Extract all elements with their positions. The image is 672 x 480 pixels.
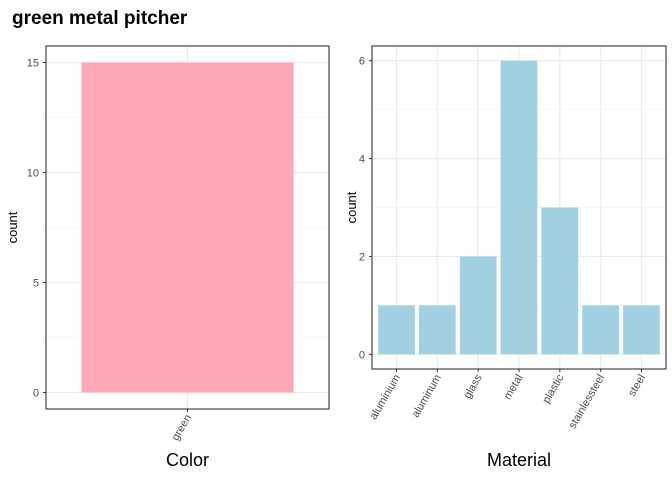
bar-green [81, 62, 294, 393]
x-tick-label: aluminium [368, 373, 403, 422]
y-tick-label: 5 [33, 278, 39, 290]
x-tick-label: glass [462, 372, 485, 401]
bar-plastic [541, 207, 579, 355]
x-tick-label: steel [626, 373, 648, 399]
color-chart-panel: 0 5 10 15 green Color count [5, 45, 330, 470]
y-tick-label: 4 [359, 154, 365, 166]
bar-metal [500, 60, 538, 355]
x-tick-label: stainlessteel [567, 373, 608, 431]
bar-aluminum [418, 305, 456, 355]
figure-title: green metal pitcher [12, 8, 188, 29]
x-axis-title: Material [487, 450, 551, 470]
y-axis-title: count [344, 191, 359, 223]
x-axis-title: Color [166, 450, 209, 470]
y-tick-label: 2 [359, 251, 365, 263]
bar-aluminium [378, 305, 415, 355]
y-axis-title: count [5, 211, 20, 243]
y-tick-label: 15 [27, 58, 39, 70]
x-tick-label: metal [502, 373, 526, 402]
y-tick-label: 6 [359, 56, 365, 68]
x-tick-label: green [170, 413, 194, 443]
bar-steel [623, 305, 660, 355]
y-tick-label: 0 [33, 388, 39, 400]
bar-stainlessteel [582, 305, 620, 355]
x-tick-label: plastic [540, 372, 566, 405]
y-tick-label: 0 [359, 349, 365, 361]
x-tick-label: aluminum [410, 373, 444, 420]
bar-glass [459, 256, 497, 355]
y-tick-label: 10 [27, 168, 39, 180]
